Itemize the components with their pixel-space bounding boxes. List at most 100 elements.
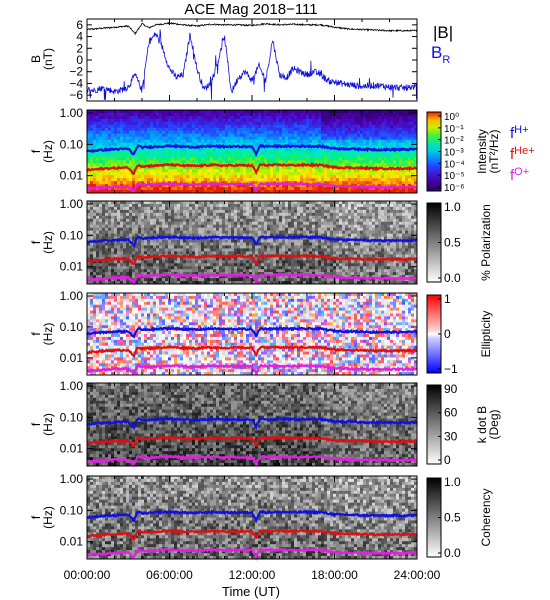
spectrogram-cell bbox=[120, 266, 124, 270]
spectrogram-cell bbox=[117, 172, 121, 176]
spectrogram-cell bbox=[327, 160, 331, 164]
spectrogram-cell bbox=[159, 209, 163, 214]
y-tick-label: 0.01 bbox=[60, 169, 84, 183]
spectrogram-cell bbox=[183, 139, 187, 143]
spectrogram-cell bbox=[327, 157, 331, 161]
spectrogram-cell bbox=[87, 218, 91, 223]
spectrogram-cell bbox=[228, 148, 232, 152]
spectrogram-cell bbox=[267, 118, 271, 123]
spectrogram-cell bbox=[204, 248, 208, 252]
spectrogram-cell bbox=[198, 118, 202, 123]
spectrogram-cell bbox=[153, 178, 157, 182]
spectrogram-cell bbox=[360, 187, 364, 191]
spectrogram-cell bbox=[144, 209, 148, 214]
spectrogram-cell bbox=[267, 175, 271, 179]
spectrogram-cell bbox=[252, 145, 256, 149]
spectrogram-cell bbox=[357, 160, 361, 164]
spectrogram-cell bbox=[255, 166, 259, 170]
spectrogram-cell bbox=[255, 175, 259, 179]
spectrogram-cell bbox=[345, 187, 349, 191]
spectrogram-cell bbox=[264, 257, 268, 261]
spectrogram-cell bbox=[363, 112, 367, 117]
spectrogram-cell bbox=[126, 201, 130, 205]
spectrogram-cell bbox=[117, 260, 121, 264]
spectrogram-cell bbox=[363, 127, 367, 132]
spectrogram-cell bbox=[261, 178, 265, 182]
spectrogram-cell bbox=[405, 118, 409, 123]
spectrogram-cell bbox=[183, 221, 187, 226]
spectrogram-cell bbox=[174, 178, 178, 182]
spectrogram-cell bbox=[90, 254, 94, 258]
spectrogram-cell bbox=[111, 110, 115, 114]
spectrogram-cell bbox=[168, 178, 172, 182]
spectrogram-cell bbox=[261, 230, 265, 234]
spectrogram-cell bbox=[378, 115, 382, 120]
spectrogram-cell bbox=[105, 242, 109, 246]
spectrogram-cell bbox=[339, 112, 343, 117]
spectrogram-cell bbox=[282, 151, 286, 155]
spectrogram-cell bbox=[210, 224, 214, 229]
spectrogram-cell bbox=[87, 181, 91, 185]
spectrogram-cell bbox=[87, 236, 91, 240]
spectrogram-cell bbox=[162, 269, 166, 273]
spectrogram-cell bbox=[240, 230, 244, 234]
spectrogram-cell bbox=[312, 181, 316, 185]
spectrogram-cell bbox=[201, 206, 205, 211]
spectrogram-cell bbox=[165, 251, 169, 255]
spectrogram-cell bbox=[210, 124, 214, 129]
spectrogram-cell bbox=[138, 151, 142, 155]
spectrogram-cell bbox=[273, 118, 277, 123]
spectrogram-cell bbox=[315, 190, 319, 194]
spectrogram-cell bbox=[204, 215, 208, 220]
spectrogram-cell bbox=[384, 154, 388, 158]
spectrogram-cell bbox=[261, 115, 265, 120]
spectrogram-cell bbox=[189, 278, 193, 282]
spectrogram-cell bbox=[117, 203, 121, 208]
spectrogram-cell bbox=[291, 184, 295, 188]
spectrogram-cell bbox=[249, 227, 253, 232]
spectrogram-cell bbox=[111, 112, 115, 117]
spectrogram-cell bbox=[123, 254, 127, 258]
spectrogram-cell bbox=[210, 239, 214, 243]
spectrogram-cell bbox=[96, 263, 100, 267]
spectrogram-cell bbox=[189, 266, 193, 270]
spectrogram-cell bbox=[201, 218, 205, 223]
spectrogram-cell bbox=[348, 142, 352, 146]
spectrogram-cell bbox=[129, 275, 133, 279]
spectrogram-cell bbox=[147, 257, 151, 261]
spectrogram-cell bbox=[318, 157, 322, 161]
spectrogram-cell bbox=[351, 121, 355, 126]
spectrogram-cell bbox=[393, 160, 397, 164]
spectrogram-cell bbox=[273, 127, 277, 132]
spectrogram-cell bbox=[243, 248, 247, 252]
spectrogram-cell bbox=[324, 130, 328, 135]
spectrogram-cell bbox=[273, 175, 277, 179]
spectrogram-cell bbox=[204, 121, 208, 126]
spectrogram-cell bbox=[93, 127, 97, 132]
spectrogram-cell bbox=[87, 281, 91, 285]
spectrogram-cell bbox=[342, 169, 346, 173]
spectrogram-cell bbox=[384, 110, 388, 114]
spectrogram-cell bbox=[174, 133, 178, 138]
spectrogram-cell bbox=[99, 110, 103, 114]
spectrogram-cell bbox=[315, 187, 319, 191]
spectrogram-cell bbox=[408, 187, 412, 191]
spectrogram-cell bbox=[372, 145, 376, 149]
spectrogram-cell bbox=[288, 142, 292, 146]
spectrogram-cell bbox=[129, 163, 133, 167]
spectrogram-cell bbox=[153, 209, 157, 214]
spectrogram-cell bbox=[204, 124, 208, 129]
spectrogram-cell bbox=[252, 221, 256, 226]
spectrogram-cell bbox=[384, 163, 388, 167]
spectrogram-cell bbox=[267, 151, 271, 155]
spectrogram-cell bbox=[240, 115, 244, 120]
spectrogram-cell bbox=[342, 121, 346, 126]
spectrogram-cell bbox=[87, 133, 91, 138]
spectrogram-cell bbox=[264, 115, 268, 120]
spectrogram-cell bbox=[126, 157, 130, 161]
spectrogram-cell bbox=[126, 110, 130, 114]
spectrogram-cell bbox=[399, 178, 403, 182]
spectrogram-cell bbox=[90, 221, 94, 226]
spectrogram-cell bbox=[255, 157, 259, 161]
spectrogram-cell bbox=[273, 112, 277, 117]
